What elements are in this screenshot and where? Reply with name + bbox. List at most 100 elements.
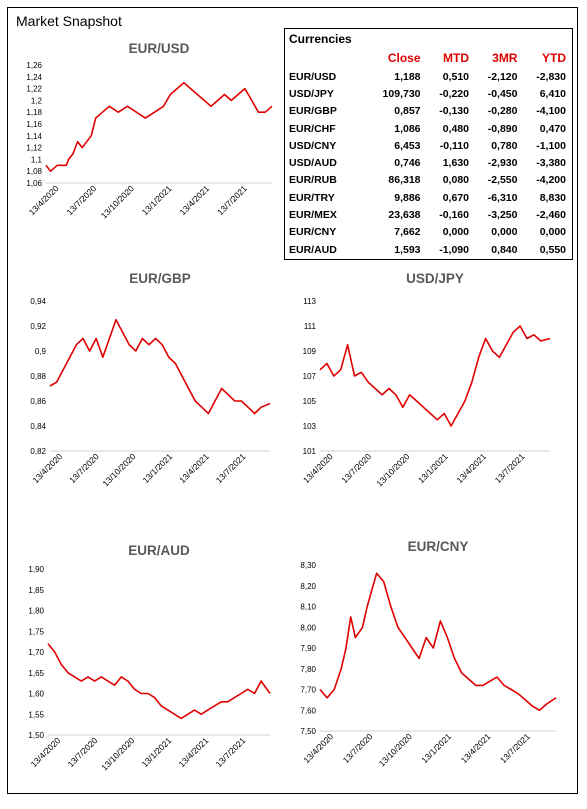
header-cell: YTD (542, 50, 566, 65)
value-cell: 0,480 (442, 122, 469, 135)
y-tick-label: 0,92 (30, 322, 46, 331)
value-cell: 9,886 (394, 191, 421, 204)
x-tick-label: 13/4/2020 (29, 735, 63, 769)
header-cell: MTD (443, 50, 469, 65)
page-title: Market Snapshot (16, 13, 122, 29)
value-cell: 1,188 (394, 70, 421, 83)
chart-title: EUR/USD (129, 41, 190, 56)
y-tick-label: 7,70 (300, 686, 316, 695)
value-cell: 1,630 (442, 157, 469, 170)
y-tick-label: 1,70 (28, 648, 44, 657)
y-tick-label: 1,12 (26, 144, 42, 153)
chart-svg: EUR/USD 1,06 1,08 1,1 1,12 1,14 1,16 1,18 1,2 1,2… (26, 41, 273, 220)
y-tick-label: 1,26 (26, 61, 42, 70)
x-tick-label: 13/7/2021 (215, 183, 249, 217)
y-tick-label: 113 (303, 297, 316, 306)
value-cell: 0,746 (394, 157, 421, 170)
header-cell: 3MR (492, 50, 518, 65)
x-tick-label: 13/4/2020 (27, 183, 61, 217)
x-tick-label: 13/7/2020 (341, 731, 375, 765)
x-tick-label: 13/4/2021 (177, 451, 211, 485)
y-tick-label: 111 (304, 322, 317, 331)
value-cell: 86,318 (388, 174, 421, 187)
y-tick-label: 1,80 (28, 607, 44, 616)
y-tick-label: 8,20 (300, 582, 316, 591)
value-cell: -3,250 (487, 209, 518, 222)
series-line (47, 643, 271, 720)
y-tick-label: 109 (303, 347, 317, 356)
chart-usd-jpy: USD/JPY 101 103 105 107 109 111 113 13/4/2020 13/… (290, 265, 558, 510)
table-title: Currencies (289, 32, 352, 46)
value-cell: 1,593 (394, 243, 421, 256)
x-tick-label: 13/1/2021 (419, 731, 453, 765)
currencies-grid: Close MTD 3MR YTD EUR/USD 1,188 0,510 -2,12… (287, 49, 570, 258)
chart-eur-aud: EUR/AUD 1,50 1,55 1,60 1,65 1,70 1,75 1,80 1,85 1… (14, 537, 276, 792)
value-cell: -2,550 (487, 174, 518, 187)
x-tick-label: 13/7/2020 (64, 183, 98, 217)
currency-pair-cell: USD/AUD (289, 157, 337, 170)
value-cell: 6,410 (539, 87, 566, 100)
table-row: USD/CNY 6,453 -0,110 0,780 -1,100 (287, 137, 570, 154)
y-tick-label: 1,1 (31, 155, 43, 164)
y-tick-label: 7,80 (300, 665, 316, 674)
header-cell: Close (387, 50, 421, 65)
y-tick-label: 107 (303, 372, 317, 381)
value-cell: -0,450 (487, 87, 518, 100)
y-tick-label: 0,9 (35, 347, 47, 356)
x-tick-label: 13/4/2021 (459, 731, 493, 765)
currency-pair-cell: EUR/TRY (289, 191, 335, 204)
value-cell: -0,280 (487, 105, 518, 118)
x-tick-label: 13/7/2020 (66, 735, 100, 769)
x-tick-label: 13/10/2020 (374, 451, 411, 488)
y-tick-label: 105 (303, 397, 317, 406)
x-tick-label: 13/4/2021 (177, 183, 211, 217)
y-tick-label: 0,84 (30, 422, 46, 431)
table-row: EUR/MEX 23,638 -0,160 -3,250 -2,460 (287, 206, 570, 223)
value-cell: 0,670 (442, 191, 469, 204)
currency-pair-cell: EUR/RUB (289, 174, 337, 187)
x-tick-label: 13/1/2021 (140, 735, 174, 769)
y-tick-label: 1,85 (28, 586, 44, 595)
x-tick-label: 13/4/2021 (454, 451, 488, 485)
chart-svg: EUR/CNY 7,50 7,60 7,70 7,80 7,90 8,00 8,10 8,20 8… (300, 539, 557, 768)
value-cell: -4,100 (536, 105, 566, 118)
x-tick-label: 13/7/2020 (67, 451, 101, 485)
y-tick-label: 1,55 (28, 710, 44, 719)
y-tick-label: 0,82 (30, 447, 46, 456)
table-row: EUR/RUB 86,318 0,080 -2,550 -4,200 (287, 172, 570, 189)
series-line (319, 572, 557, 712)
value-cell: 6,453 (394, 139, 421, 152)
x-tick-label: 13/4/2021 (177, 735, 211, 769)
x-tick-label: 13/4/2020 (30, 451, 64, 485)
x-tick-label: 13/7/2021 (493, 451, 527, 485)
y-tick-label: 1,90 (28, 565, 44, 574)
y-tick-label: 7,60 (300, 706, 316, 715)
table-row: EUR/TRY 9,886 0,670 -6,310 8,830 (287, 189, 570, 206)
currencies-table: Currencies Close MTD 3MR YTD EUR/USD 1,18… (284, 28, 573, 260)
x-tick-label: 13/1/2021 (140, 183, 174, 217)
chart-svg: EUR/AUD 1,50 1,55 1,60 1,65 1,70 1,75 1,80 1,85 1… (28, 543, 271, 772)
y-tick-label: 1,16 (26, 120, 42, 129)
table-row: EUR/USD 1,188 0,510 -2,120 -2,830 (287, 68, 570, 85)
x-tick-label: 13/10/2020 (99, 735, 136, 772)
y-tick-label: 1,18 (26, 108, 42, 117)
value-cell: -6,310 (487, 191, 518, 204)
y-tick-label: 8,00 (300, 623, 316, 632)
value-cell: -0,890 (487, 122, 518, 135)
value-cell: 0,000 (491, 226, 518, 239)
x-tick-label: 13/4/2020 (301, 731, 335, 765)
chart-eur-gbp: EUR/GBP 0,82 0,84 0,86 0,88 0,9 0,92 0,94 13/4/2… (14, 265, 276, 510)
value-cell: 0,780 (491, 139, 518, 152)
x-tick-label: 13/7/2020 (339, 451, 373, 485)
y-tick-label: 0,88 (30, 372, 46, 381)
value-cell: -0,220 (439, 87, 469, 100)
y-tick-label: 1,08 (26, 167, 42, 176)
y-tick-label: 7,50 (300, 727, 316, 736)
currency-pair-cell: EUR/USD (289, 70, 337, 83)
value-cell: -3,380 (536, 157, 566, 170)
series-line (49, 318, 271, 415)
chart-title: USD/JPY (406, 271, 464, 286)
table-row: EUR/CNY 7,662 0,000 0,000 0,000 (287, 224, 570, 241)
value-cell: -1,090 (439, 243, 469, 256)
